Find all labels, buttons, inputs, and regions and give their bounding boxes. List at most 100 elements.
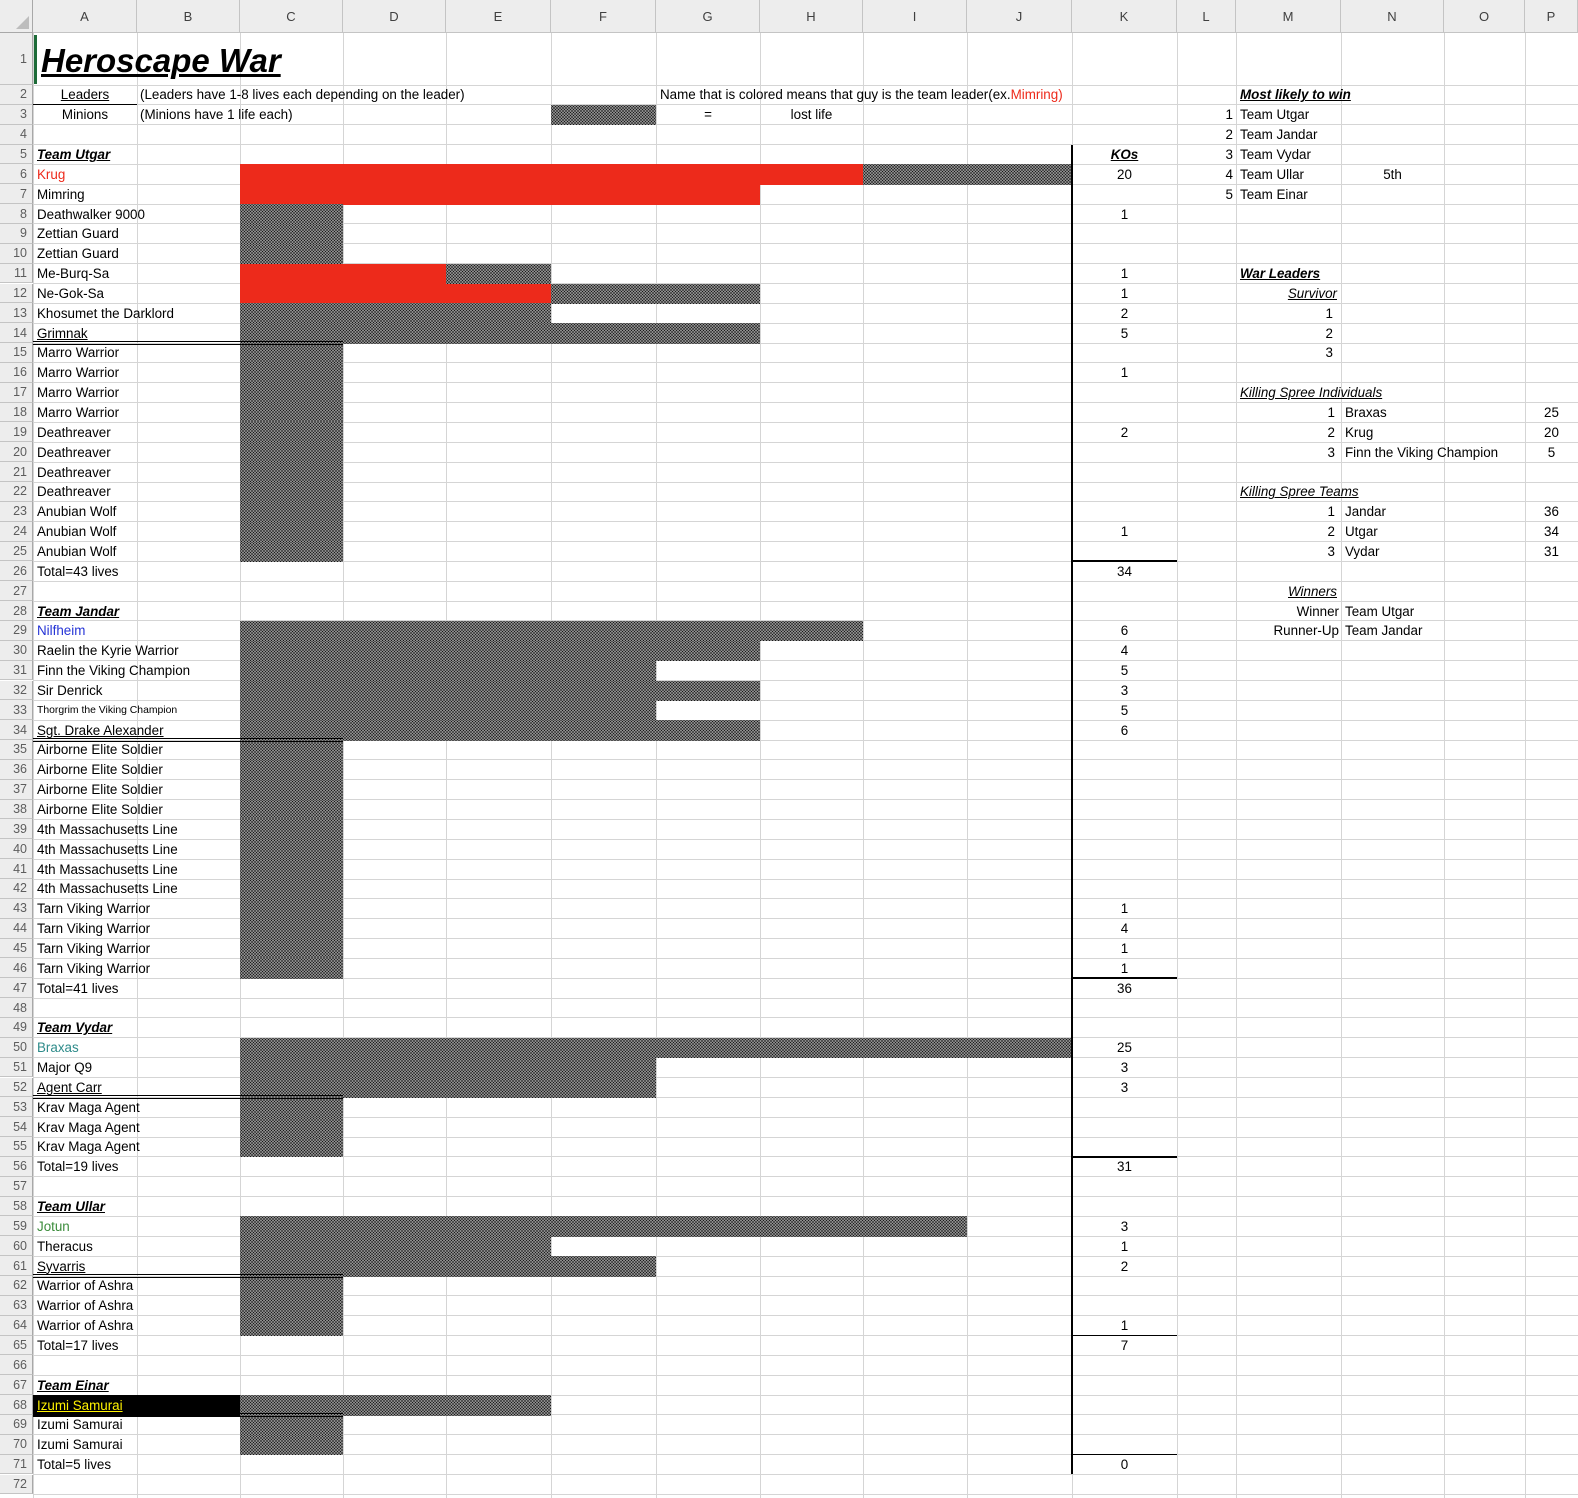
row-header-58[interactable]: 58 [0, 1196, 33, 1217]
row-header-37[interactable]: 37 [0, 779, 33, 800]
kos-value-cell[interactable]: 1 [1120, 940, 1129, 956]
column-header-P[interactable]: P [1525, 0, 1578, 33]
killing-spree-name[interactable]: Jandar [1345, 504, 1386, 520]
team-header-cell[interactable]: Team Einar [37, 1377, 109, 1393]
unit-name-cell[interactable]: Anubian Wolf [37, 543, 117, 559]
row-header-4[interactable]: 4 [0, 124, 33, 145]
row-header-24[interactable]: 24 [0, 521, 33, 542]
unit-name-cell[interactable]: Deathwalker 9000 [37, 206, 145, 222]
row-header-50[interactable]: 50 [0, 1037, 33, 1058]
unit-name-cell[interactable]: Warrior of Ashra [37, 1318, 134, 1334]
unit-name-cell[interactable]: Krav Maga Agent [37, 1119, 140, 1135]
killing-spree-individuals-header[interactable]: Killing Spree Individuals [1240, 385, 1383, 401]
row-header-56[interactable]: 56 [0, 1156, 33, 1177]
killing-spree-rank[interactable]: 2 [1327, 424, 1335, 440]
unit-name-cell[interactable]: Theracus [37, 1238, 93, 1254]
row-header-42[interactable]: 42 [0, 879, 33, 899]
winners-header[interactable]: Winners [1288, 583, 1337, 599]
row-header-63[interactable]: 63 [0, 1295, 33, 1316]
kos-value-cell[interactable]: 5 [1120, 702, 1129, 718]
kos-total-cell[interactable]: 7 [1120, 1337, 1129, 1353]
unit-name-cell[interactable]: Finn the Viking Champion [37, 663, 191, 679]
row-header-38[interactable]: 38 [0, 799, 33, 820]
most-likely-team[interactable]: Team Vydar [1240, 146, 1311, 162]
row-header-65[interactable]: 65 [0, 1335, 33, 1356]
winner-team[interactable]: Team Jandar [1345, 623, 1423, 639]
unit-name-cell[interactable]: Mimring [37, 186, 85, 202]
kos-value-cell[interactable]: 3 [1120, 1218, 1129, 1234]
kos-total-cell[interactable]: 0 [1120, 1457, 1129, 1473]
kos-column-header[interactable]: KOs [1110, 146, 1139, 162]
unit-name-cell[interactable]: 4th Massachusetts Line [37, 861, 178, 877]
column-header-M[interactable]: M [1236, 0, 1341, 33]
killing-spree-value[interactable]: 5 [1547, 444, 1556, 460]
row-header-71[interactable]: 71 [0, 1454, 33, 1475]
unit-name-cell[interactable]: Braxas [37, 1040, 79, 1056]
killing-spree-name[interactable]: Finn the Viking Champion [1345, 444, 1499, 460]
most-likely-rank[interactable]: 4 [1225, 166, 1233, 182]
unit-name-cell[interactable]: Deathreaver [37, 444, 111, 460]
row-header-34[interactable]: 34 [0, 720, 33, 741]
kos-value-cell[interactable]: 1 [1120, 960, 1129, 976]
kos-value-cell[interactable]: 3 [1120, 1060, 1129, 1076]
war-leaders-rank[interactable]: 3 [1325, 345, 1333, 361]
unit-name-cell[interactable]: Zettian Guard [37, 226, 119, 242]
column-header-K[interactable]: K [1072, 0, 1177, 33]
legend-equals[interactable]: = [704, 107, 712, 123]
kos-value-cell[interactable]: 5 [1120, 663, 1129, 679]
kos-value-cell[interactable]: 3 [1120, 682, 1129, 698]
most-likely-rank[interactable]: 5 [1225, 186, 1233, 202]
team-total-cell[interactable]: Total=19 lives [37, 1159, 119, 1175]
kos-total-cell[interactable]: 36 [1117, 980, 1132, 996]
kos-value-cell[interactable]: 20 [1117, 166, 1132, 182]
row-header-25[interactable]: 25 [0, 541, 33, 562]
unit-name-cell[interactable]: Ne-Gok-Sa [37, 285, 104, 301]
killing-spree-value[interactable]: 36 [1544, 504, 1559, 520]
row-header-6[interactable]: 6 [0, 164, 33, 185]
killing-spree-rank[interactable]: 2 [1327, 524, 1335, 540]
kos-value-cell[interactable]: 25 [1117, 1040, 1132, 1056]
row-header-52[interactable]: 52 [0, 1077, 33, 1098]
unit-name-cell[interactable]: Major Q9 [37, 1060, 93, 1076]
team-total-cell[interactable]: Total=43 lives [37, 563, 119, 579]
row-header-36[interactable]: 36 [0, 759, 33, 780]
row-header-12[interactable]: 12 [0, 283, 33, 304]
row-header-61[interactable]: 61 [0, 1256, 33, 1276]
row-header-47[interactable]: 47 [0, 978, 33, 999]
unit-name-cell[interactable]: Tarn Viking Warrior [37, 940, 151, 956]
kos-value-cell[interactable]: 1 [1120, 266, 1129, 282]
row-header-32[interactable]: 32 [0, 680, 33, 701]
unit-name-cell[interactable]: Anubian Wolf [37, 524, 117, 540]
war-leaders-rank[interactable]: 1 [1325, 305, 1333, 321]
row-header-11[interactable]: 11 [0, 263, 33, 284]
row-header-43[interactable]: 43 [0, 898, 33, 919]
unit-name-cell[interactable]: Airborne Elite Soldier [37, 762, 163, 778]
row-header-15[interactable]: 15 [0, 343, 33, 363]
select-all-corner[interactable] [0, 0, 33, 33]
unit-name-cell[interactable]: Krug [37, 166, 66, 182]
leader-color-note[interactable]: Name that is colored means that guy is t… [660, 85, 1063, 105]
war-leaders-header[interactable]: War Leaders [1240, 266, 1321, 282]
most-likely-note[interactable]: 5th [1383, 166, 1402, 182]
column-header-N[interactable]: N [1341, 0, 1444, 33]
unit-name-cell[interactable]: Warrior of Ashra [37, 1298, 134, 1314]
most-likely-rank[interactable]: 3 [1225, 146, 1233, 162]
row-header-64[interactable]: 64 [0, 1315, 33, 1336]
unit-name-cell[interactable]: Deathreaver [37, 424, 111, 440]
kos-value-cell[interactable]: 1 [1120, 1318, 1129, 1334]
unit-name-cell[interactable]: 4th Massachusetts Line [37, 881, 178, 897]
killing-spree-name[interactable]: Krug [1345, 424, 1374, 440]
kos-value-cell[interactable]: 1 [1120, 365, 1129, 381]
unit-name-cell[interactable]: Syvarris [37, 1258, 86, 1274]
row-header-16[interactable]: 16 [0, 362, 33, 383]
killing-spree-value[interactable]: 20 [1544, 424, 1559, 440]
row-header-31[interactable]: 31 [0, 660, 33, 681]
column-header-C[interactable]: C [240, 0, 343, 33]
row-header-54[interactable]: 54 [0, 1117, 33, 1138]
unit-name-cell[interactable]: Jotun [37, 1218, 70, 1234]
unit-name-cell[interactable]: Krav Maga Agent [37, 1099, 140, 1115]
column-header-O[interactable]: O [1444, 0, 1525, 33]
unit-name-cell[interactable]: Krav Maga Agent [37, 1139, 140, 1155]
killing-spree-value[interactable]: 31 [1544, 543, 1559, 559]
unit-name-cell[interactable]: Grimnak [37, 325, 88, 341]
